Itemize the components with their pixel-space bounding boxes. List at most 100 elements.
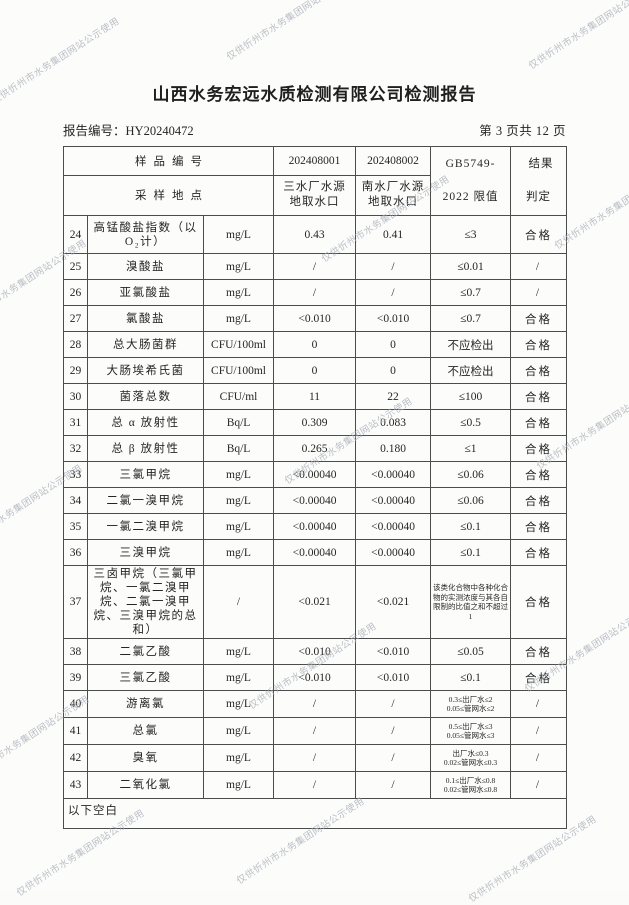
cell-unit: mg/L (202, 253, 275, 280)
cell-no: 39 (63, 664, 88, 691)
cell-no: 43 (63, 771, 88, 799)
header-sample1-location: 三水厂水源 地取水口 (273, 174, 357, 217)
cell-limit: ≤0.1 (430, 664, 512, 691)
cell-no: 26 (63, 279, 88, 306)
cell-param: 三氯甲烷 (87, 461, 204, 488)
header-sample-id-label: 样品编号 (62, 146, 275, 176)
cell-param: 总 β 放射性 (87, 435, 204, 462)
table-row: 27 氯酸盐 mg/L <0.010 <0.010 ≤0.7 合格 (63, 305, 568, 332)
cell-unit: / (202, 565, 275, 639)
cell-value2: <0.010 (355, 305, 432, 332)
table-row: 41 总氯 mg/L //0.5≤出厂水≤3 0.05≤管网水≤3/ (63, 717, 568, 745)
cell-no: 30 (63, 383, 88, 410)
cell-value2: <0.00040 (355, 487, 432, 514)
cell-unit: mg/L (202, 638, 275, 665)
cell-limit: ≤100 (430, 383, 512, 410)
cell-no: 24 (63, 215, 88, 254)
cell-param: 大肠埃希氏菌 (87, 357, 204, 384)
cell-unit: CFU/100ml (202, 331, 275, 358)
cell-verdict: / (510, 771, 568, 799)
cell-value1: / (273, 253, 357, 280)
cell-param: 高锰酸盐指数（以O₂计） (87, 215, 204, 254)
cell-param: 三氯乙酸 (87, 664, 204, 691)
cell-limit: ≤0.06 (430, 487, 512, 514)
cell-value1: 11 (273, 383, 357, 410)
cell-verdict: 合格 (510, 305, 568, 332)
cell-unit: mg/L (202, 279, 275, 306)
cell-param: 游离氯 (87, 690, 204, 718)
cell-limit: 0.1≤出厂水≤0.8 0.02≤管网水≤0.8 (430, 771, 512, 799)
cell-value2: <0.00040 (355, 513, 432, 540)
cell-no: 29 (63, 357, 88, 384)
table-row: 40 游离氯 mg/L //0.3≤出厂水≤2 0.05≤管网水≤2/ (63, 690, 568, 718)
table-row: 39 三氯乙酸 mg/L <0.010 <0.010 ≤0.1 合格 (63, 664, 568, 691)
cell-limit: ≤0.5 (430, 409, 512, 436)
cell-param: 臭氧 (87, 744, 204, 772)
results-table-head: 样品编号 202408001 202408002 GB5749- 2022 限值… (62, 146, 568, 217)
cell-no: 40 (63, 690, 88, 718)
cell-no: 33 (63, 461, 88, 488)
page-indicator: 第 3 页共 12 页 (479, 124, 566, 138)
cell-param: 菌落总数 (87, 383, 204, 410)
cell-verdict: / (510, 744, 568, 772)
cell-no: 34 (63, 487, 88, 514)
cell-unit: CFU/ml (202, 383, 275, 410)
cell-limit: ≤0.06 (430, 461, 512, 488)
cell-value2: 0.083 (355, 409, 432, 436)
cell-no: 27 (63, 305, 88, 332)
blank-note: 以下空白 (62, 798, 568, 829)
table-row: 24 高锰酸盐指数（以O₂计） mg/L 0.43 0.41 ≤3 合格 (63, 215, 568, 254)
cell-no: 25 (63, 253, 88, 280)
cell-value2: <0.00040 (355, 539, 432, 566)
report-content: 山西水务宏远水质检测有限公司检测报告 报告编号：HY20240472 第 3 页… (62, 85, 568, 829)
table-row: 43 二氧化氯 mg/L //0.1≤出厂水≤0.8 0.02≤管网水≤0.8/ (63, 771, 568, 799)
header-sample1-id: 202408001 (273, 146, 357, 176)
cell-verdict: 合格 (510, 664, 568, 691)
cell-param: 氯酸盐 (87, 305, 204, 332)
cell-verdict: 合格 (510, 487, 568, 514)
report-meta: 报告编号：HY20240472 第 3 页共 12 页 (63, 120, 566, 139)
cell-value1: <0.00040 (273, 461, 357, 488)
cell-value1: <0.010 (273, 305, 357, 332)
cell-param: 总氯 (87, 717, 204, 745)
cell-verdict: / (510, 690, 568, 718)
cell-value2: 0 (355, 357, 432, 384)
cell-value2: <0.00040 (355, 461, 432, 488)
cell-unit: mg/L (202, 461, 275, 488)
cell-limit: ≤3 (430, 215, 512, 254)
cell-unit: mg/L (202, 664, 275, 691)
header-sample2-id: 202408002 (355, 146, 432, 176)
table-row: 25 溴酸盐 mg/L / / ≤0.01/ (63, 253, 568, 280)
cell-limit: 0.3≤出厂水≤2 0.05≤管网水≤2 (430, 690, 512, 718)
cell-value1: 0.265 (273, 435, 357, 462)
table-row: 28 总大肠菌群 CFU/100ml 0 0 不应检出 合格 (63, 331, 568, 358)
cell-unit: mg/L (202, 717, 275, 745)
cell-limit: ≤0.01 (430, 253, 512, 280)
cell-limit: ≤0.1 (430, 539, 512, 566)
cell-limit: 不应检出 (430, 331, 512, 358)
header-sample-location-label: 采样地点 (62, 174, 275, 217)
cell-limit: 0.5≤出厂水≤3 0.05≤管网水≤3 (430, 717, 512, 745)
cell-param: 亚氯酸盐 (87, 279, 204, 306)
cell-value1: <0.010 (273, 638, 357, 665)
cell-param: 总 α 放射性 (87, 409, 204, 436)
report-number-label: 报告编号： (63, 124, 126, 138)
cell-param: 三溴甲烷 (87, 539, 204, 566)
cell-value1: / (273, 279, 357, 306)
cell-value2: <0.021 (355, 565, 432, 639)
cell-value1: / (273, 744, 357, 772)
table-row: 34 二氯一溴甲烷 mg/L <0.00040 <0.00040 ≤0.06 合格 (63, 487, 568, 514)
cell-param: 二氯乙酸 (87, 638, 204, 665)
cell-no: 38 (63, 638, 88, 665)
cell-value1: <0.00040 (273, 513, 357, 540)
cell-verdict: 合格 (510, 331, 568, 358)
cell-unit: mg/L (202, 744, 275, 772)
cell-unit: CFU/100ml (202, 357, 275, 384)
cell-unit: Bq/L (202, 409, 275, 436)
cell-verdict: / (510, 253, 568, 280)
cell-verdict: / (510, 279, 568, 306)
cell-value2: / (355, 744, 432, 772)
cell-verdict: / (510, 717, 568, 745)
cell-no: 36 (63, 539, 88, 566)
cell-verdict: 合格 (510, 638, 568, 665)
